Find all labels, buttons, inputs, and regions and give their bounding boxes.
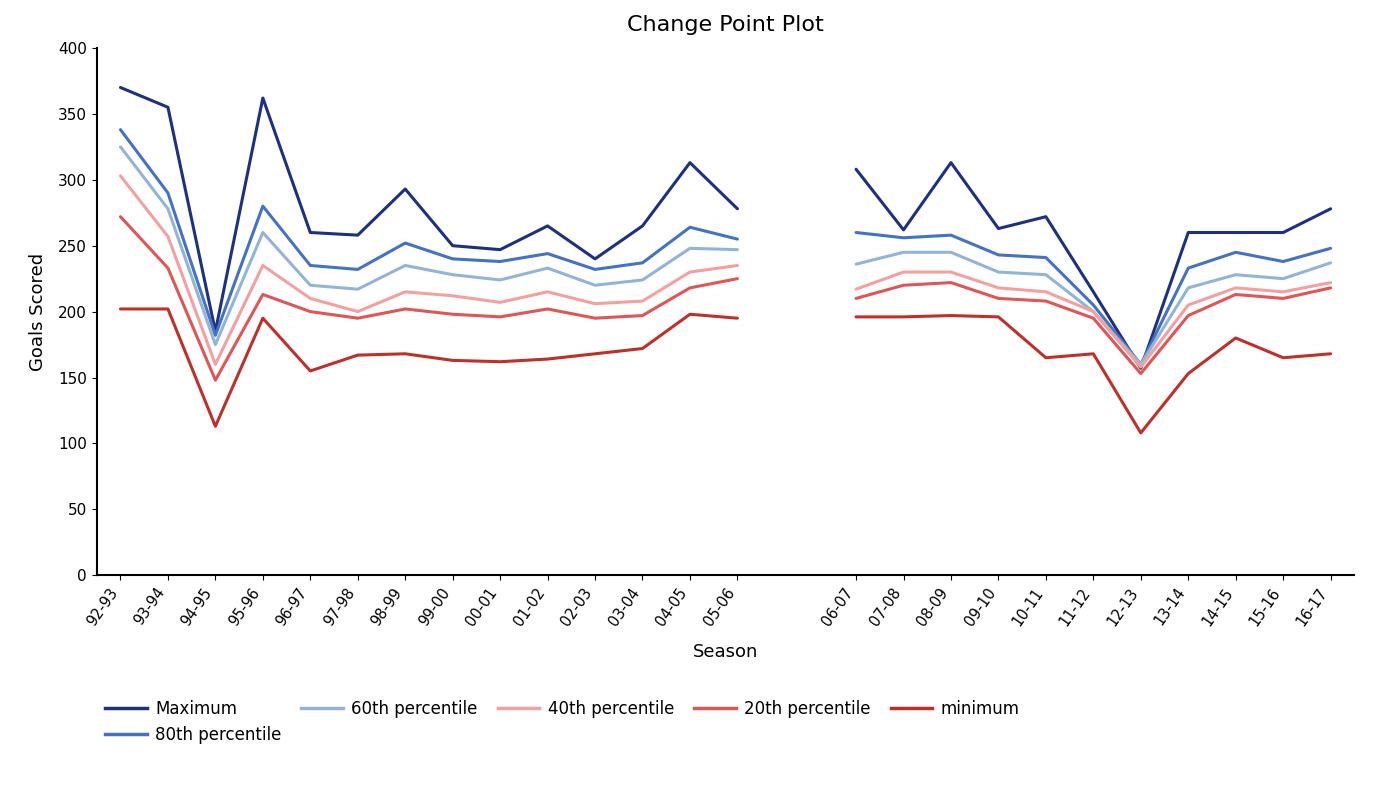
Legend: Maximum, 80th percentile, 60th percentile, 40th percentile, 20th percentile, min: Maximum, 80th percentile, 60th percentil… <box>105 700 1020 744</box>
Y-axis label: Goals Scored: Goals Scored <box>29 252 47 371</box>
Title: Change Point Plot: Change Point Plot <box>627 15 824 35</box>
X-axis label: Season: Season <box>692 642 759 661</box>
